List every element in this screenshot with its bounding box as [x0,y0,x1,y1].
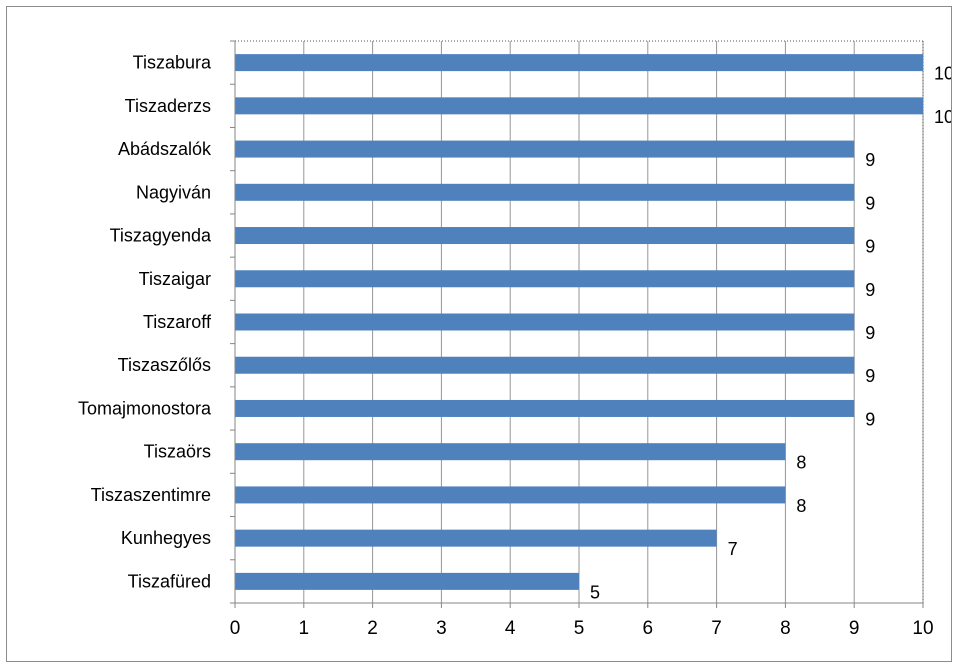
x-tick-label-6: 6 [643,618,654,639]
category-label-1: Tiszabura [133,53,212,73]
bar-5 [235,227,855,245]
bar-6 [235,270,855,288]
bar-12 [235,529,717,547]
data-label-5: 9 [865,237,875,257]
bar-13 [235,572,579,590]
bars [235,54,923,590]
x-tick-label-0: 0 [230,618,241,639]
data-label-1: 10 [934,64,952,84]
data-label-2: 10 [934,107,952,127]
data-label-3: 9 [865,150,875,170]
bar-chart: Tiszabura10Tiszaderzs10Abádszalók9Nagyiv… [78,40,952,639]
data-label-4: 9 [865,193,875,213]
category-label-8: Tiszaszőlős [118,355,211,375]
x-tick-label-1: 1 [299,618,310,639]
category-label-13: Tiszafüred [128,571,211,591]
bar-11 [235,486,786,504]
data-label-13: 5 [590,582,600,602]
x-tick-label-5: 5 [574,618,585,639]
category-label-9: Tomajmonostora [78,398,212,418]
category-label-12: Kunhegyes [121,528,211,548]
category-label-7: Tiszaroff [143,312,212,332]
data-label-8: 9 [865,366,875,386]
labels: Tiszabura10Tiszaderzs10Abádszalók9Nagyiv… [78,53,952,639]
category-label-4: Nagyiván [136,182,211,202]
data-label-12: 7 [728,539,738,559]
x-tick-label-10: 10 [912,618,933,639]
bar-1 [235,54,923,72]
x-tick-label-7: 7 [711,618,722,639]
bar-3 [235,140,855,158]
category-label-2: Tiszaderzs [125,96,211,116]
chart-frame: Tiszabura10Tiszaderzs10Abádszalók9Nagyiv… [6,6,952,662]
data-label-6: 9 [865,280,875,300]
data-label-10: 8 [796,453,806,473]
category-label-3: Abádszalók [118,139,212,159]
bar-4 [235,183,855,201]
data-label-9: 9 [865,409,875,429]
category-label-6: Tiszaigar [139,269,211,289]
x-tick-label-3: 3 [436,618,447,639]
category-label-10: Tiszaörs [144,442,211,462]
bar-7 [235,313,855,331]
bar-2 [235,97,923,115]
bar-9 [235,399,855,417]
axes [230,40,924,608]
x-tick-label-9: 9 [849,618,860,639]
category-label-11: Tiszaszentimre [91,485,211,505]
data-label-11: 8 [796,496,806,516]
x-tick-label-4: 4 [505,618,516,639]
data-label-7: 9 [865,323,875,343]
category-label-5: Tiszagyenda [110,226,212,246]
x-tick-label-2: 2 [367,618,378,639]
bar-10 [235,443,786,461]
x-tick-label-8: 8 [780,618,791,639]
bar-8 [235,356,855,374]
